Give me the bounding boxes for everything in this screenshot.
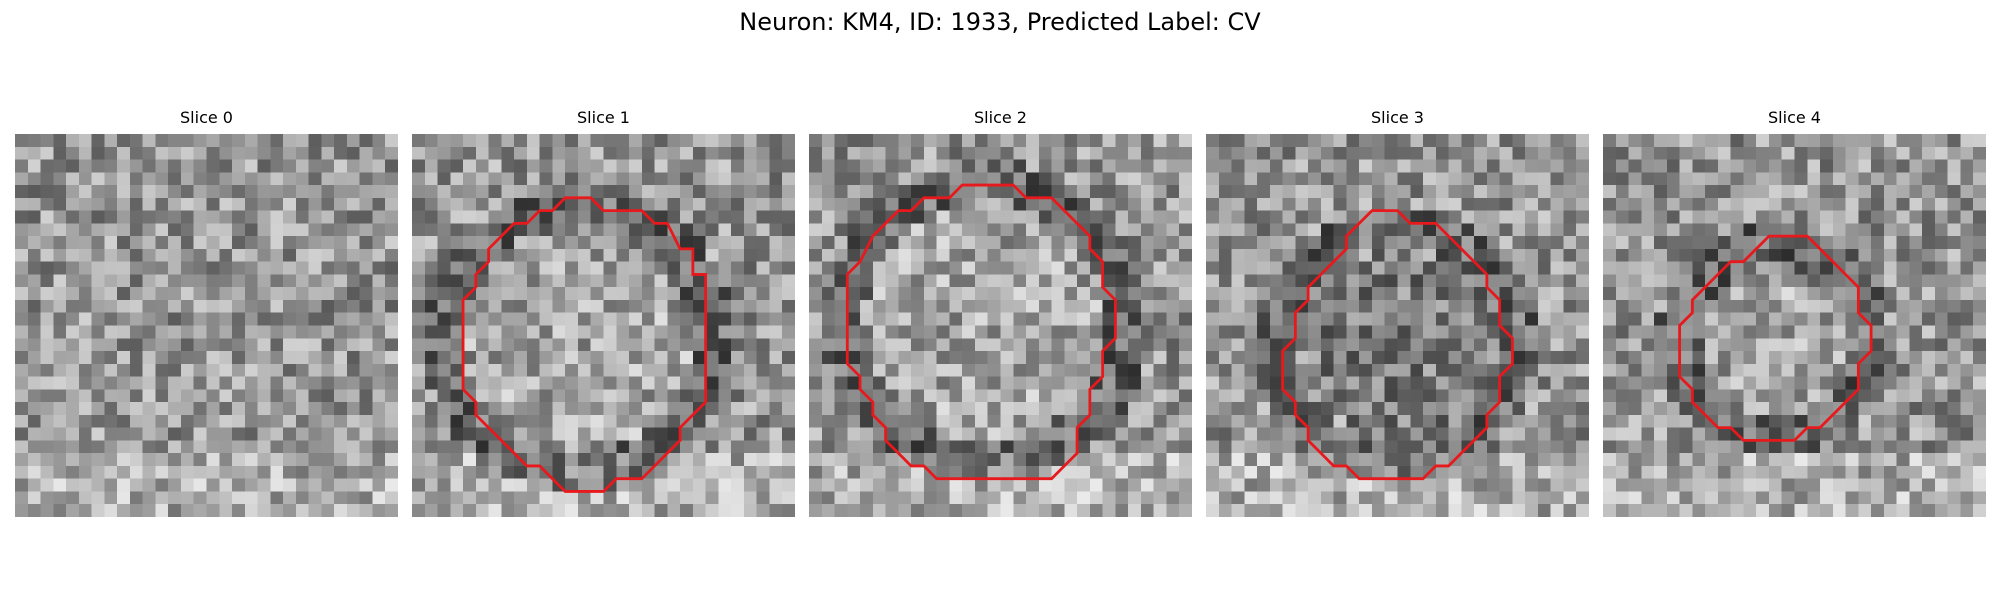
slice-title-1: Slice 1 (577, 108, 630, 127)
slice-title-4: Slice 4 (1768, 108, 1821, 127)
roi-contour (845, 183, 1117, 481)
slice-panel-1: Slice 1 (412, 108, 795, 517)
slice-image-2 (809, 134, 1192, 517)
slice-title-0: Slice 0 (180, 108, 233, 127)
figure-title: Neuron: KM4, ID: 1933, Predicted Label: … (739, 8, 1261, 36)
slice-title-3: Slice 3 (1371, 108, 1424, 127)
slice-image-3 (1206, 134, 1589, 517)
pixel-grid (1206, 134, 1589, 517)
pixel-grid (809, 134, 1192, 517)
pixel-grid (15, 134, 398, 517)
roi-contour (461, 196, 708, 493)
slice-panel-4: Slice 4 (1603, 108, 1986, 517)
slice-image-0 (15, 134, 398, 517)
slice-image-4 (1603, 134, 1986, 517)
pixel-grid (1603, 134, 1986, 517)
slice-image-1 (412, 134, 795, 517)
roi-contour (1281, 209, 1514, 481)
slice-panel-3: Slice 3 (1206, 108, 1589, 517)
pixel-grid (412, 134, 795, 517)
slice-panel-0: Slice 0 (15, 108, 398, 517)
slice-panel-2: Slice 2 (809, 108, 1192, 517)
roi-contour (1678, 234, 1873, 442)
slice-title-2: Slice 2 (974, 108, 1027, 127)
